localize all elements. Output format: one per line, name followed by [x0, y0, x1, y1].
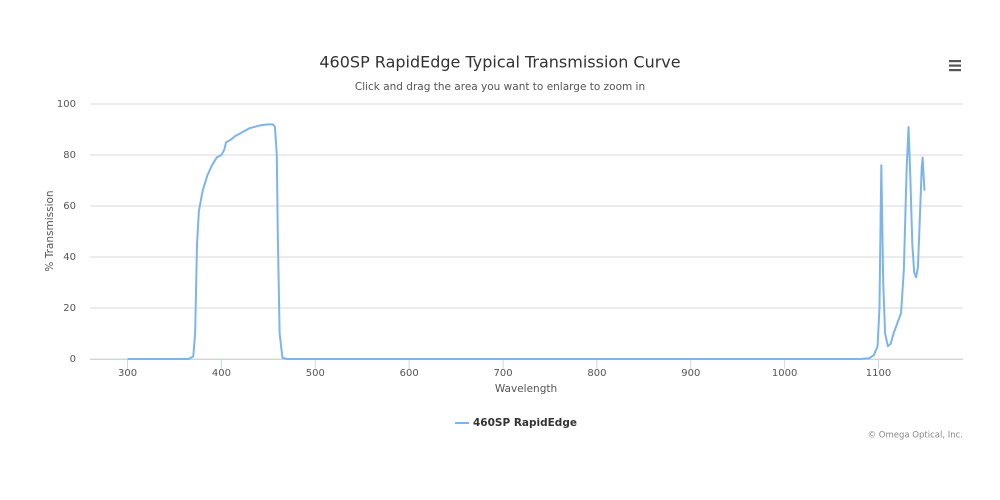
- menu-bar: [949, 69, 961, 72]
- x-tick-label: 1100: [866, 368, 891, 379]
- x-tick-label: 1000: [772, 368, 797, 379]
- legend-label: 460SP RapidEdge: [473, 417, 577, 429]
- x-tick-label: 300: [118, 368, 137, 379]
- y-tick-label: 80: [63, 150, 76, 161]
- x-tick-label: 800: [587, 368, 606, 379]
- chart-title: 460SP RapidEdge Typical Transmission Cur…: [319, 53, 680, 72]
- y-tick-label: 0: [70, 354, 76, 365]
- x-tick-label: 400: [212, 368, 231, 379]
- chart-subtitle: Click and drag the area you want to enla…: [355, 81, 645, 93]
- y-axis-title: % Transmission: [44, 190, 56, 271]
- menu-bar: [949, 64, 961, 67]
- x-tick-label: 600: [400, 368, 419, 379]
- y-tick-label: 20: [63, 303, 76, 314]
- x-tick-label: 700: [493, 368, 512, 379]
- credits[interactable]: © Omega Optical, Inc.: [868, 431, 963, 441]
- series-line: [127, 123, 926, 360]
- x-tick-label: 500: [306, 368, 325, 379]
- y-tick-label: 60: [63, 201, 76, 212]
- y-tick-label: 100: [57, 99, 76, 110]
- menu-button[interactable]: [949, 60, 961, 72]
- x-tick-label: 900: [681, 368, 700, 379]
- legend-item[interactable]: 460SP RapidEdge: [455, 417, 577, 429]
- menu-bar: [949, 60, 961, 63]
- y-tick-label: 40: [63, 252, 76, 263]
- x-axis-title: Wavelength: [495, 383, 557, 395]
